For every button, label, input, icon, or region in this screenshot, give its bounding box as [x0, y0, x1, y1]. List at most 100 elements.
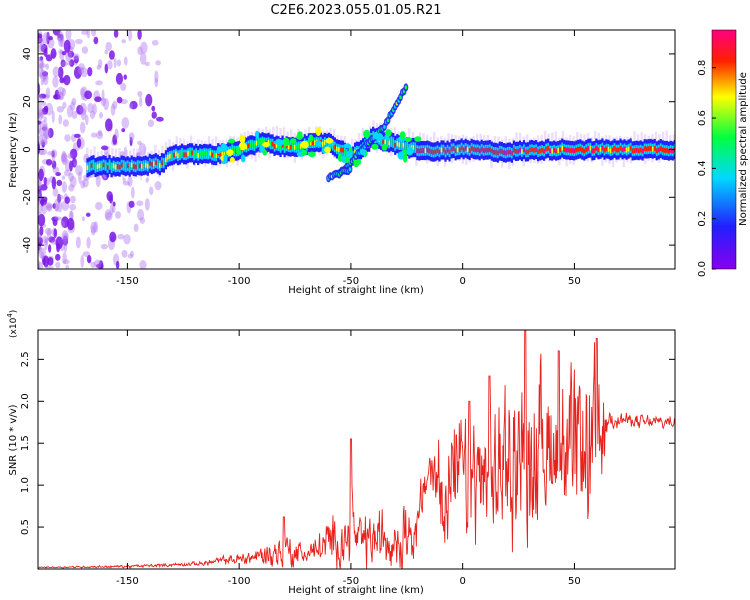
- noise-blob: [101, 89, 105, 102]
- ridge-core: [557, 148, 559, 153]
- noise-blob: [48, 236, 56, 243]
- ridge-core: [209, 150, 211, 156]
- ridge-core: [334, 144, 336, 150]
- ridge-core: [515, 149, 517, 154]
- ridge-core: [545, 146, 547, 152]
- noise-blob: [62, 101, 67, 109]
- noise-blob: [41, 141, 46, 148]
- noise-blob: [39, 226, 44, 236]
- ridge-core: [442, 147, 445, 153]
- ridge-core: [221, 150, 224, 156]
- noise-blob: [80, 254, 85, 268]
- ridge-core: [468, 148, 471, 153]
- y-tick-label: -20: [22, 189, 33, 205]
- noise-blob: [139, 52, 147, 65]
- noise-blob: [57, 91, 64, 101]
- noise-blob: [38, 111, 43, 117]
- ridge-core: [193, 152, 195, 158]
- ridge-core: [126, 163, 129, 169]
- ridge-core: [159, 163, 161, 168]
- ridge-core: [295, 145, 298, 150]
- ridge-core: [382, 139, 384, 145]
- ridge-core: [287, 144, 290, 150]
- spectral-blob: [344, 156, 350, 164]
- ridge-core: [666, 148, 668, 153]
- x-tick-label: 0: [459, 276, 465, 287]
- ridge-core: [175, 151, 177, 157]
- spectral-blob: [404, 136, 412, 143]
- noise-blob: [44, 126, 49, 140]
- ridge-core: [446, 147, 449, 153]
- ridge-core: [151, 162, 153, 167]
- noise-blob: [40, 120, 48, 131]
- ridge-core: [311, 140, 314, 146]
- ridge-core: [277, 143, 280, 149]
- noise-blob: [76, 138, 82, 148]
- noise-blob: [47, 256, 54, 266]
- noise-blob: [58, 38, 65, 48]
- ridge-core: [197, 152, 199, 158]
- ridge-core: [422, 148, 425, 153]
- noise-blob: [38, 63, 47, 68]
- noise-blob: [45, 63, 49, 70]
- ridge-core: [432, 149, 435, 155]
- ridge-core: [88, 164, 91, 170]
- ridge-core: [543, 148, 545, 154]
- noise-blob: [138, 96, 143, 107]
- noise-blob: [57, 31, 65, 43]
- noise-blob: [151, 39, 159, 46]
- ridge-core: [490, 148, 493, 154]
- ridge-core: [213, 153, 216, 158]
- noise-blob: [46, 228, 52, 242]
- ridge-core: [627, 146, 630, 152]
- spectral-blob: [229, 156, 235, 163]
- noise-blob: [44, 237, 49, 246]
- ridge-core: [607, 146, 610, 152]
- ridge-core: [167, 154, 169, 160]
- ridge-core: [647, 146, 650, 152]
- noise-blob: [67, 217, 75, 231]
- ridge-core: [527, 149, 529, 155]
- snr-multiplier-exp: 4: [6, 313, 14, 318]
- ridge-core: [633, 148, 636, 154]
- noise-blob: [63, 74, 71, 86]
- noise-blob: [98, 112, 104, 119]
- noise-blob: [140, 41, 148, 54]
- ridge-core: [517, 148, 519, 154]
- noise-blob: [57, 86, 65, 96]
- noise-blob: [44, 238, 48, 251]
- noise-blob: [109, 231, 117, 243]
- noise-blob: [50, 48, 57, 59]
- x-tick-label: 50: [568, 276, 581, 287]
- noise-blob: [54, 203, 59, 212]
- ridge-core: [114, 164, 117, 170]
- noise-blob: [62, 252, 67, 265]
- noise-blob: [137, 46, 143, 55]
- noise-blob: [51, 150, 55, 158]
- spectral-blob: [314, 140, 323, 147]
- noise-blob: [79, 121, 86, 134]
- ridge-core: [273, 144, 276, 149]
- snr-frame: [37, 329, 676, 570]
- ridge-core: [165, 157, 167, 163]
- ridge-core: [136, 163, 139, 168]
- y-tick-label: 1.0: [20, 477, 31, 493]
- spectral-blob: [223, 154, 228, 163]
- noise-blob: [38, 108, 44, 121]
- noise-blob: [144, 61, 150, 67]
- ridge-core: [199, 151, 201, 157]
- ridge-core: [509, 149, 511, 155]
- ridge-core: [275, 142, 278, 148]
- noise-blob: [120, 82, 127, 91]
- noise-blob: [123, 234, 131, 245]
- ridge-core: [283, 145, 286, 151]
- noise-blob: [41, 139, 48, 146]
- ridge-core: [106, 165, 109, 171]
- ridge-core: [659, 146, 662, 151]
- noise-blob: [65, 30, 72, 41]
- ridge-core: [450, 146, 453, 152]
- spectral-blob: [262, 141, 270, 148]
- noise-blob: [52, 66, 60, 78]
- branch-core: [386, 118, 390, 123]
- spectrogram-x-ticks: -150 -100 -50 0 50: [116, 30, 581, 287]
